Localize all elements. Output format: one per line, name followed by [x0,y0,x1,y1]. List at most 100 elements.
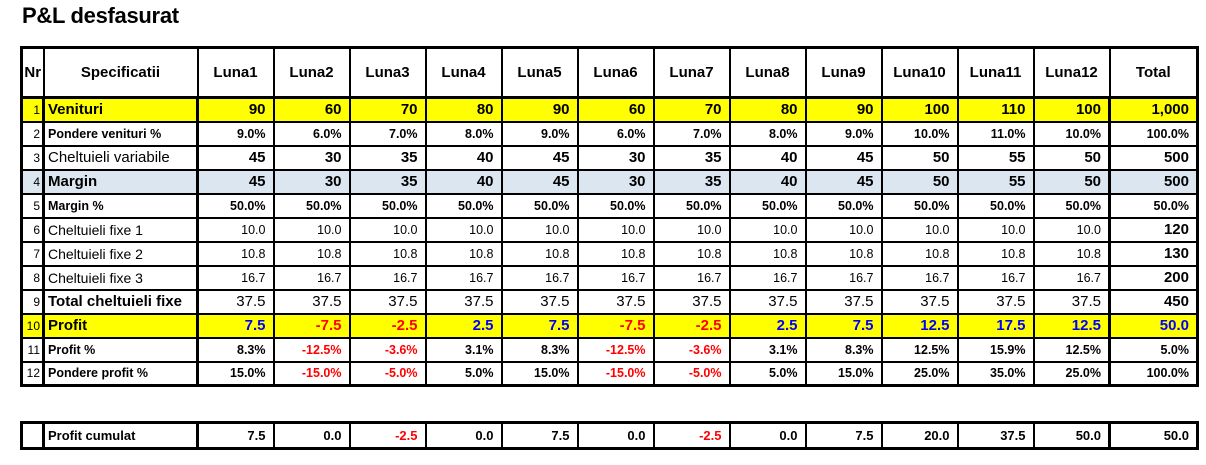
cell[interactable]: -2.5 [652,312,731,339]
cell[interactable]: 9.0% [500,120,579,147]
cell[interactable]: 30 [272,144,351,171]
cell[interactable]: 10.0 [652,216,731,243]
row-label[interactable]: Cheltuieli variabile [42,144,199,171]
cell[interactable]: 100 [880,96,959,123]
cell[interactable]: 10.8 [196,240,275,267]
cell[interactable]: 5.0% [424,360,503,387]
cell[interactable]: -5.0% [652,360,731,387]
cell[interactable]: 12.5% [880,336,959,363]
cell[interactable]: 10.0 [1032,216,1111,243]
cell[interactable]: 50.0% [500,192,579,219]
row-number[interactable]: 1 [20,96,45,123]
row-total[interactable]: 130 [1108,240,1199,267]
cell[interactable]: 10.0 [424,216,503,243]
row-number[interactable]: 10 [20,312,45,339]
cell[interactable]: 10.8 [576,240,655,267]
cell[interactable]: 0.0 [272,421,351,450]
cell[interactable]: 10.0 [196,216,275,243]
cell[interactable]: 16.7 [804,264,883,291]
cell[interactable]: -12.5% [576,336,655,363]
cell[interactable]: 37.5 [804,288,883,315]
cell[interactable]: 16.7 [576,264,655,291]
cell[interactable]: 12.5% [1032,336,1111,363]
cell[interactable]: 3.1% [728,336,807,363]
cell[interactable]: 0.0 [424,421,503,450]
cell[interactable]: 50 [1032,168,1111,195]
cell[interactable]: 50.0% [652,192,731,219]
cell[interactable]: 45 [500,144,579,171]
row-total[interactable]: 500 [1108,168,1199,195]
row-label[interactable]: Cheltuieli fixe 2 [42,240,199,267]
row-number[interactable]: 9 [20,288,45,315]
row-label[interactable]: Profit % [42,336,199,363]
cell[interactable]: 17.5 [956,312,1035,339]
cell[interactable]: 60 [272,96,351,123]
cell[interactable]: 7.5 [804,421,883,450]
cell[interactable]: 8.3% [804,336,883,363]
cell[interactable]: 10.8 [424,240,503,267]
column-header-luna9[interactable]: Luna9 [804,46,883,99]
cell[interactable]: 55 [956,144,1035,171]
cell[interactable]: 50.0% [272,192,351,219]
cell[interactable]: 50.0% [576,192,655,219]
cell[interactable]: 110 [956,96,1035,123]
row-total[interactable]: 5.0% [1108,336,1199,363]
column-header-total[interactable]: Total [1108,46,1199,99]
cell[interactable]: 7.5 [196,421,275,450]
cell[interactable]: 35 [652,168,731,195]
cell[interactable]: 16.7 [652,264,731,291]
cell[interactable]: 25.0% [1032,360,1111,387]
cell[interactable]: 80 [728,96,807,123]
cell[interactable]: 10.8 [728,240,807,267]
cell[interactable]: 45 [196,168,275,195]
cell[interactable]: -2.5 [348,421,427,450]
column-header-luna1[interactable]: Luna1 [196,46,275,99]
row-total[interactable]: 500 [1108,144,1199,171]
cell[interactable]: 16.7 [272,264,351,291]
cell[interactable]: 90 [500,96,579,123]
cell[interactable]: 12.5 [1032,312,1111,339]
cell[interactable]: 10.8 [272,240,351,267]
row-number[interactable]: 12 [20,360,45,387]
cell[interactable]: 50.0% [348,192,427,219]
cell[interactable]: 50 [1032,144,1111,171]
cell[interactable]: -15.0% [576,360,655,387]
column-header-nr[interactable]: Nr [20,46,45,99]
cell[interactable]: 7.0% [652,120,731,147]
cell[interactable]: 10.8 [348,240,427,267]
row-total[interactable]: 100.0% [1108,120,1199,147]
cell[interactable]: 10.0 [272,216,351,243]
cell[interactable]: 16.7 [196,264,275,291]
cell[interactable]: 15.0% [196,360,275,387]
cell[interactable]: 8.3% [196,336,275,363]
cell[interactable]: 8.0% [424,120,503,147]
cell[interactable]: 50.0% [956,192,1035,219]
column-header-luna10[interactable]: Luna10 [880,46,959,99]
cell[interactable]: 15.0% [500,360,579,387]
cell[interactable]: 40 [728,168,807,195]
cell[interactable]: 7.5 [500,421,579,450]
cell[interactable]: 0.0 [576,421,655,450]
cell[interactable]: 0.0 [728,421,807,450]
row-label[interactable]: Pondere venituri % [42,120,199,147]
column-header-luna2[interactable]: Luna2 [272,46,351,99]
row-number[interactable]: 6 [20,216,45,243]
row-label[interactable]: Cheltuieli fixe 1 [42,216,199,243]
row-label[interactable]: Margin % [42,192,199,219]
cell[interactable]: 30 [272,168,351,195]
cell[interactable]: 3.1% [424,336,503,363]
cell[interactable]: 37.5 [880,288,959,315]
cell[interactable]: 16.7 [500,264,579,291]
cell[interactable]: 37.5 [728,288,807,315]
cell[interactable]: -3.6% [652,336,731,363]
cell[interactable]: 10.8 [1032,240,1111,267]
cell[interactable]: 16.7 [424,264,503,291]
column-header-luna8[interactable]: Luna8 [728,46,807,99]
cell[interactable]: 10.8 [652,240,731,267]
cell[interactable]: 50.0% [880,192,959,219]
cell[interactable]: 35 [348,144,427,171]
cell[interactable]: 90 [804,96,883,123]
cell[interactable]: 8.0% [728,120,807,147]
cell[interactable]: 50.0% [804,192,883,219]
cell[interactable]: 11.0% [956,120,1035,147]
